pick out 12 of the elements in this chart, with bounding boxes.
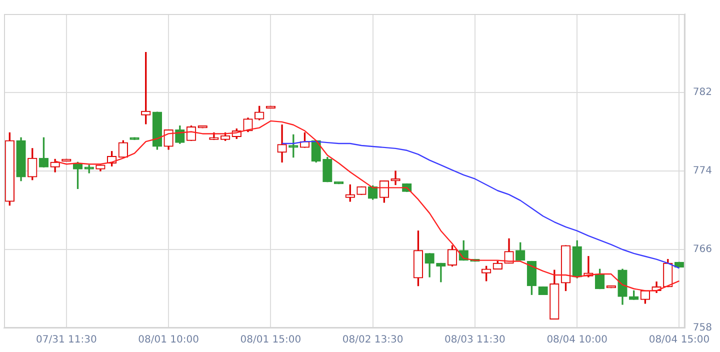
x-tick-label: 08/02 13:30 — [342, 334, 404, 346]
y-tick-label: 782 — [692, 87, 712, 98]
x-tick-label: 08/03 11:30 — [444, 334, 506, 346]
x-tick-label: 08/04 15:00 — [648, 334, 710, 346]
y-tick-label: 758 — [692, 322, 712, 334]
candlestick — [277, 124, 287, 162]
x-tick-label: 08/01 15:00 — [240, 334, 302, 346]
y-tick-label: 774 — [692, 166, 712, 177]
x-tick-label: 07/31 11:30 — [36, 334, 97, 346]
y-tick-label: 766 — [692, 244, 712, 256]
x-tick-label: 08/01 10:00 — [138, 334, 199, 346]
x-tick-label: 08/04 10:00 — [546, 334, 608, 346]
